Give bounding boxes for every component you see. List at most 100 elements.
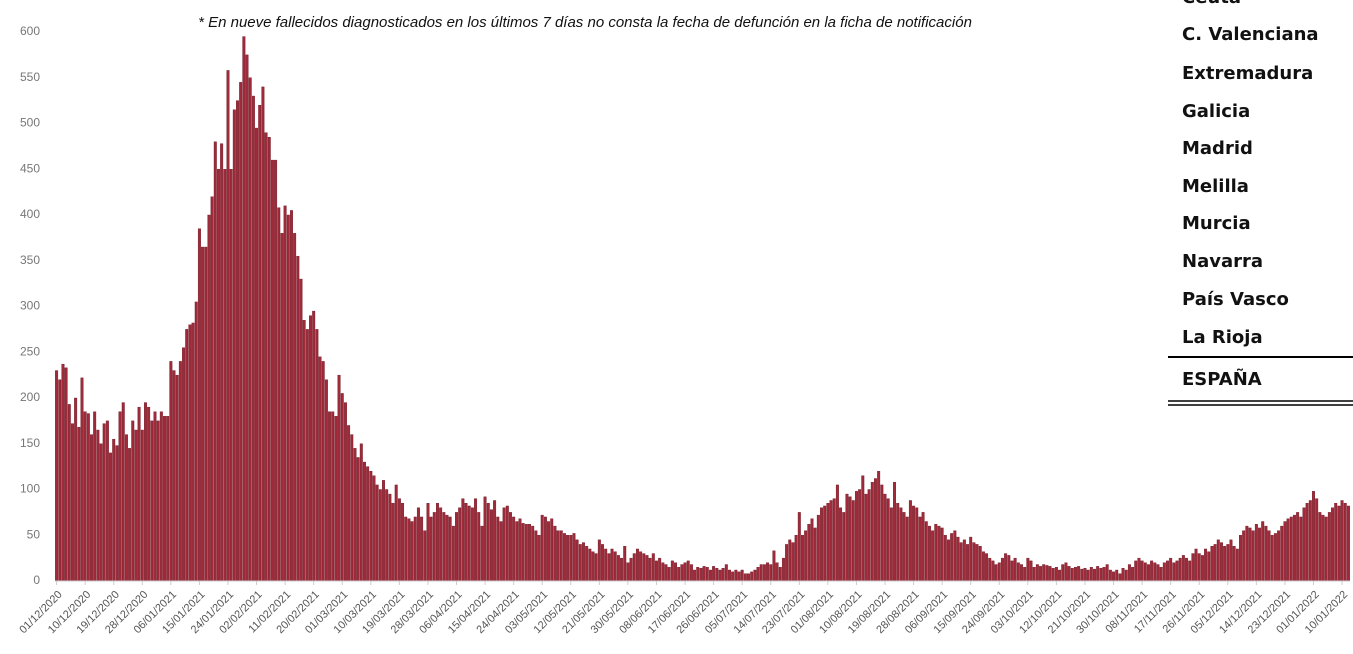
- bar: [524, 524, 528, 582]
- bar: [813, 527, 817, 582]
- bar: [975, 544, 979, 582]
- bar: [699, 567, 703, 582]
- bar: [775, 562, 779, 582]
- bar: [458, 507, 462, 582]
- bar: [1312, 491, 1315, 582]
- bar: [109, 452, 113, 582]
- bar: [981, 551, 985, 582]
- table-row-label: Melilla: [1182, 176, 1249, 197]
- bar: [585, 546, 589, 582]
- bar: [1229, 539, 1233, 582]
- bar: [248, 77, 252, 582]
- bar: [721, 567, 725, 582]
- bar: [870, 481, 874, 582]
- bar: [1302, 507, 1306, 582]
- bar: [616, 555, 620, 582]
- bar: [1172, 562, 1176, 582]
- bar: [753, 569, 757, 582]
- table-background: [1165, 0, 1353, 410]
- bar: [613, 551, 617, 582]
- bar: [937, 525, 941, 582]
- bar: [889, 507, 893, 582]
- bar: [762, 564, 766, 582]
- bar: [918, 516, 922, 582]
- bar: [534, 530, 538, 582]
- bar: [772, 550, 776, 582]
- bar: [931, 530, 935, 582]
- bar: [1324, 516, 1328, 582]
- bar: [128, 448, 132, 582]
- bar: [1039, 566, 1043, 582]
- bar: [1048, 566, 1052, 582]
- bar: [899, 507, 903, 582]
- bar: [1121, 567, 1125, 582]
- bar: [385, 489, 389, 582]
- bar: [985, 553, 989, 582]
- bar: [1153, 562, 1157, 582]
- bar: [1194, 548, 1198, 582]
- bar: [280, 233, 284, 582]
- bar: [950, 533, 954, 582]
- bar: [623, 546, 627, 582]
- bar: [756, 567, 760, 582]
- bar: [391, 503, 395, 582]
- bar: [569, 535, 573, 582]
- bar: [337, 374, 341, 582]
- bar: [1051, 567, 1055, 582]
- bar: [509, 512, 512, 582]
- bar: [331, 411, 335, 582]
- bar: [312, 310, 316, 582]
- bar: [1004, 553, 1008, 582]
- bar: [1175, 560, 1179, 582]
- table-row-label: País Vasco: [1182, 289, 1289, 310]
- bar: [1159, 567, 1163, 582]
- bar: [693, 569, 697, 582]
- bar: [1331, 507, 1335, 582]
- bar: [401, 503, 405, 582]
- bar: [582, 542, 585, 582]
- bar: [369, 471, 373, 582]
- bar: [163, 416, 166, 582]
- bar: [1343, 503, 1347, 582]
- bar: [1035, 564, 1039, 582]
- bar: [886, 498, 890, 582]
- bar: [740, 569, 744, 582]
- bar: [416, 507, 420, 582]
- bar: [1327, 512, 1331, 582]
- bar: [528, 524, 531, 582]
- bar: [55, 370, 59, 582]
- bar: [559, 530, 563, 582]
- bar: [1140, 560, 1144, 582]
- bar: [1077, 566, 1081, 582]
- bar: [1245, 525, 1249, 582]
- bar: [1254, 524, 1258, 582]
- bar: [1258, 527, 1262, 582]
- bar: [226, 70, 230, 582]
- bar: [74, 397, 78, 582]
- bar: [1061, 564, 1065, 582]
- bar: [258, 104, 262, 582]
- bar: [362, 461, 366, 582]
- bar: [489, 509, 493, 582]
- bar: [1213, 544, 1217, 582]
- bar: [702, 566, 706, 582]
- bar: [1235, 548, 1239, 582]
- bar: [848, 496, 852, 582]
- bar: [734, 569, 738, 582]
- bar: [1000, 557, 1004, 582]
- bar: [1181, 555, 1185, 582]
- bar: [689, 564, 693, 582]
- bar: [77, 427, 81, 582]
- bar: [1086, 569, 1090, 582]
- bar: [626, 562, 630, 582]
- bar: [1127, 564, 1131, 582]
- bar: [353, 448, 357, 582]
- bar: [464, 503, 468, 582]
- bar: [1210, 546, 1214, 582]
- bar: [423, 530, 427, 582]
- bar: [1099, 567, 1103, 582]
- bar: [324, 379, 328, 582]
- bar: [553, 525, 557, 582]
- bar: [328, 411, 332, 582]
- bar: [556, 530, 560, 582]
